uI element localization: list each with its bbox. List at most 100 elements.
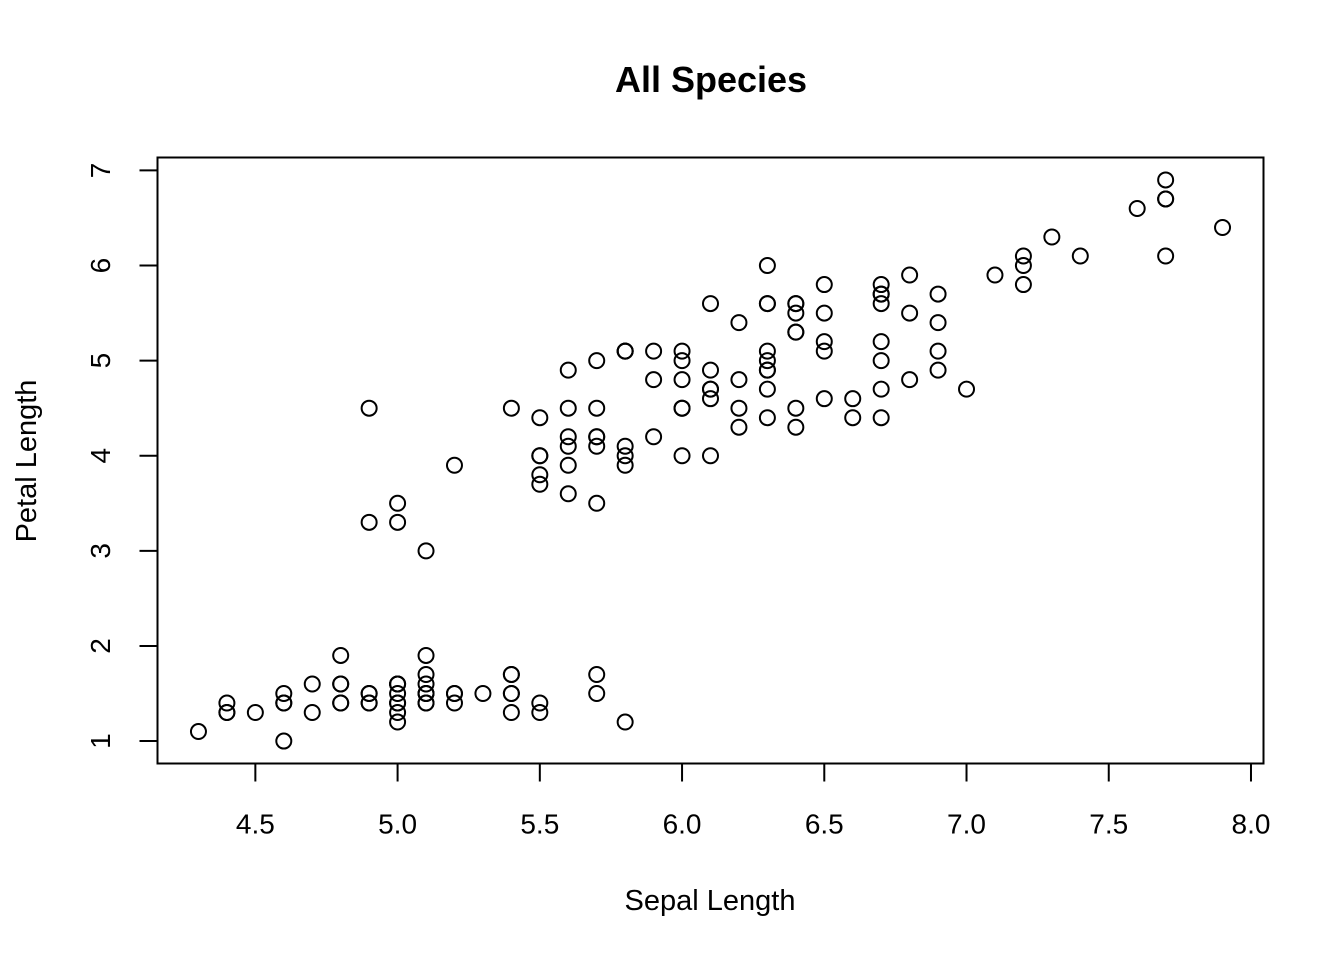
data-point	[1157, 171, 1175, 189]
data-point	[445, 694, 463, 712]
data-point	[758, 409, 776, 427]
data-point	[673, 447, 691, 465]
data-point	[986, 266, 1004, 284]
data-point	[1157, 190, 1175, 208]
data-point	[645, 342, 663, 360]
data-point	[616, 456, 634, 474]
data-point	[872, 409, 890, 427]
data-point	[758, 257, 776, 275]
data-point	[758, 380, 776, 398]
data-point	[673, 352, 691, 370]
data-point	[730, 418, 748, 436]
data-point	[616, 447, 634, 465]
data-point	[417, 646, 435, 664]
data-point	[417, 675, 435, 693]
data-point	[360, 694, 378, 712]
data-point	[673, 399, 691, 417]
data-point	[815, 390, 833, 408]
data-point	[844, 390, 862, 408]
y-tick-label: 4	[85, 448, 116, 464]
data-point	[360, 513, 378, 531]
data-point	[588, 352, 606, 370]
data-point	[702, 380, 719, 398]
data-point	[502, 399, 520, 417]
x-tick-label: 7.5	[1089, 809, 1128, 840]
data-point	[1157, 247, 1175, 265]
data-point	[445, 456, 463, 474]
data-point	[502, 704, 520, 722]
data-point	[815, 276, 833, 294]
data-point	[758, 352, 776, 370]
data-point	[389, 694, 407, 712]
data-point	[389, 704, 407, 722]
data-point	[929, 361, 947, 379]
data-point	[588, 437, 606, 455]
data-point	[218, 694, 236, 712]
data-point	[559, 456, 577, 474]
data-point	[815, 304, 833, 322]
data-point	[872, 352, 890, 370]
data-point	[389, 685, 407, 703]
data-point	[559, 399, 577, 417]
data-point	[958, 380, 976, 398]
data-point	[702, 295, 719, 313]
data-point	[1214, 218, 1232, 236]
data-point	[901, 371, 919, 389]
data-point	[559, 361, 577, 379]
data-point	[1043, 228, 1061, 246]
data-point	[673, 371, 691, 389]
data-point	[730, 399, 748, 417]
data-point	[616, 342, 634, 360]
data-point	[872, 380, 890, 398]
data-point	[901, 304, 919, 322]
data-point	[844, 409, 862, 427]
x-axis-label: Sepal Length	[625, 885, 796, 917]
data-point	[218, 704, 236, 722]
data-point	[417, 694, 435, 712]
data-point	[360, 685, 378, 703]
data-point	[474, 685, 492, 703]
data-point	[531, 466, 549, 484]
data-point	[730, 371, 748, 389]
data-point	[360, 399, 378, 417]
plot-frame	[156, 156, 1265, 765]
data-point	[588, 685, 606, 703]
data-point	[588, 665, 606, 683]
y-axis-label: Petal Length	[11, 380, 43, 543]
y-axis: 1 2 3 4 5 6 7	[85, 163, 158, 749]
y-tick-label: 1	[85, 733, 116, 749]
y-tick-label: 2	[85, 638, 116, 654]
y-tick-label: 7	[85, 163, 116, 179]
data-point	[246, 704, 264, 722]
data-point	[758, 295, 776, 313]
data-point	[389, 675, 407, 693]
data-point	[531, 694, 549, 712]
data-point	[275, 694, 293, 712]
data-point	[872, 295, 890, 313]
data-point	[787, 295, 805, 313]
data-point	[645, 371, 663, 389]
data-point	[730, 314, 748, 332]
y-tick-label: 3	[85, 543, 116, 559]
data-point	[815, 342, 833, 360]
data-point	[502, 665, 520, 683]
data-point	[303, 675, 321, 693]
data-point	[588, 428, 606, 446]
data-point	[1071, 247, 1089, 265]
data-point	[502, 685, 520, 703]
x-tick-label: 8.0	[1232, 809, 1271, 840]
x-tick-label: 5.5	[520, 809, 559, 840]
data-point	[389, 494, 407, 512]
x-tick-label: 7.0	[947, 809, 986, 840]
data-point	[531, 447, 549, 465]
data-point	[872, 276, 890, 294]
data-point	[702, 390, 719, 408]
data-point	[332, 646, 350, 664]
data-point	[787, 418, 805, 436]
data-point	[189, 723, 207, 741]
data-point	[303, 704, 321, 722]
data-point	[531, 475, 549, 493]
y-tick-label: 5	[85, 353, 116, 369]
data-point	[389, 513, 407, 531]
x-tick-label: 6.5	[805, 809, 844, 840]
